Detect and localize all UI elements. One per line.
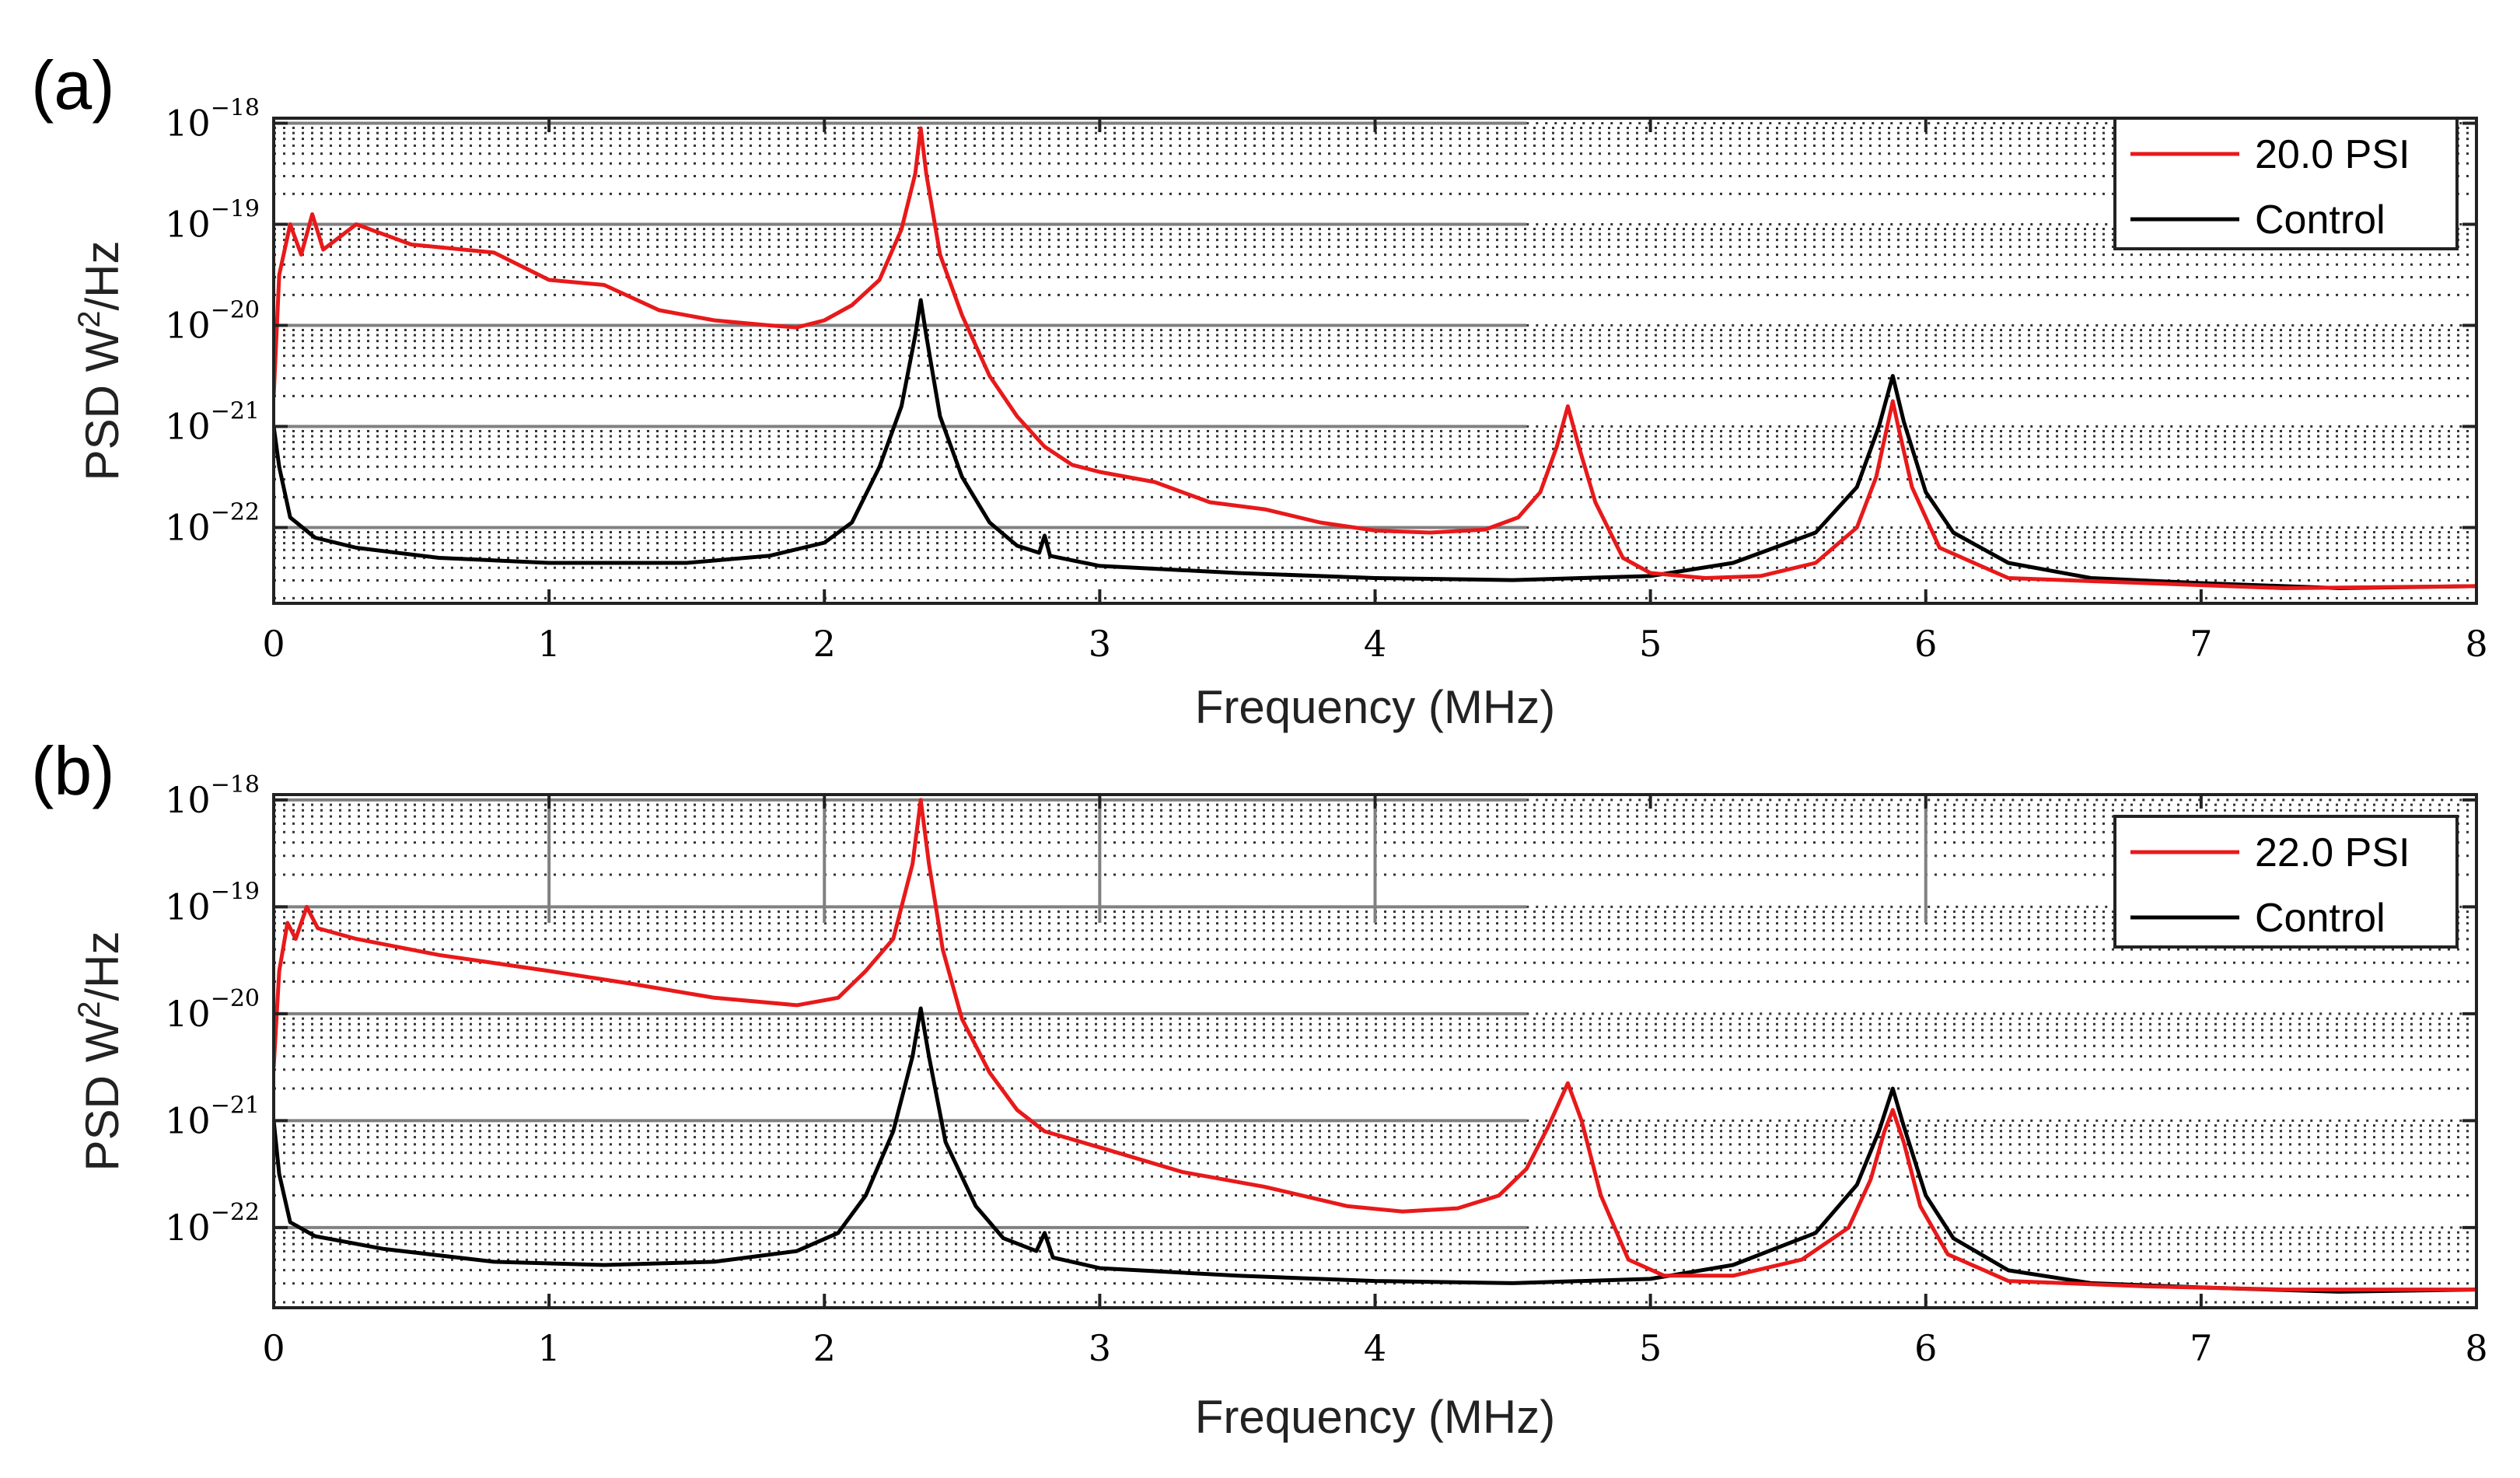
y-tick-label: 10−19: [165, 878, 260, 928]
x-tick-label: 4: [1364, 623, 1386, 665]
legend-entry: Control: [2255, 197, 2385, 243]
x-tick-label: 3: [1089, 1327, 1111, 1369]
y-tick-label: 10−18: [165, 771, 260, 821]
legend-entry: 20.0 PSI: [2255, 132, 2410, 177]
x-tick-label: 2: [813, 623, 836, 665]
legend-entry: 22.0 PSI: [2255, 830, 2410, 875]
x-tick-label: 7: [2190, 623, 2212, 665]
y-axis-label: PSD W2/Hz: [72, 931, 128, 1172]
y-axis-label: PSD W2/Hz: [72, 241, 128, 481]
y-tick-label: 10−20: [165, 297, 260, 347]
y-tick-label: 10−22: [165, 499, 260, 549]
y-tick-label: 10−20: [165, 985, 260, 1035]
x-tick-label: 0: [262, 623, 285, 665]
panel-label: (a): [31, 47, 115, 124]
y-tick-label: 10−18: [165, 95, 260, 145]
series-line-22-0-psi: [274, 798, 2476, 1292]
series-line-20-0-psi: [274, 126, 2476, 590]
panel-label: (b): [31, 732, 115, 809]
x-tick-label: 1: [537, 1327, 560, 1369]
series-line-control: [274, 1006, 2476, 1294]
x-tick-label: 6: [1914, 1327, 1937, 1369]
legend: 20.0 PSI Control: [2113, 117, 2459, 250]
chart-panel-b: 0 1 2 3 4 5 6 7 8 10−18 10−19 10−20 10−21 10−22 Freque…: [31, 732, 2488, 1443]
legend-entry: Control: [2255, 896, 2385, 941]
x-tick-label: 5: [1639, 1327, 1662, 1369]
legend-box: [2113, 117, 2459, 250]
x-tick-label: 0: [262, 1327, 285, 1369]
y-tick-label: 10−21: [165, 398, 260, 448]
y-tick-label: 10−21: [165, 1092, 260, 1141]
x-tick-label: 8: [2465, 623, 2487, 665]
series-line-control: [274, 298, 2476, 590]
x-tick-label: 4: [1364, 1327, 1386, 1369]
grid-lines: [274, 121, 2476, 599]
x-tick-label: 6: [1914, 623, 1937, 665]
x-tick-label: 1: [537, 623, 560, 665]
legend: 22.0 PSI Control: [2113, 815, 2459, 949]
x-tick-label: 2: [813, 1327, 836, 1369]
x-tick-label: 5: [1639, 623, 1662, 665]
y-tick-label: 10−19: [165, 196, 260, 246]
y-tick-label: 10−22: [165, 1199, 260, 1249]
x-tick-label: 7: [2190, 1327, 2212, 1369]
x-tick-label: 3: [1089, 623, 1111, 665]
grid-lines: [274, 798, 2476, 1304]
legend-box: [2113, 815, 2459, 949]
x-axis-label: Frequency (MHz): [1195, 681, 1555, 733]
x-axis-label: Frequency (MHz): [1195, 1391, 1555, 1443]
x-tick-label: 8: [2465, 1327, 2487, 1369]
chart-panel-a: 0 1 2 3 4 5 6 7 8 10−18 10−19 10−20 10−21 10−22 Freque…: [31, 47, 2488, 733]
